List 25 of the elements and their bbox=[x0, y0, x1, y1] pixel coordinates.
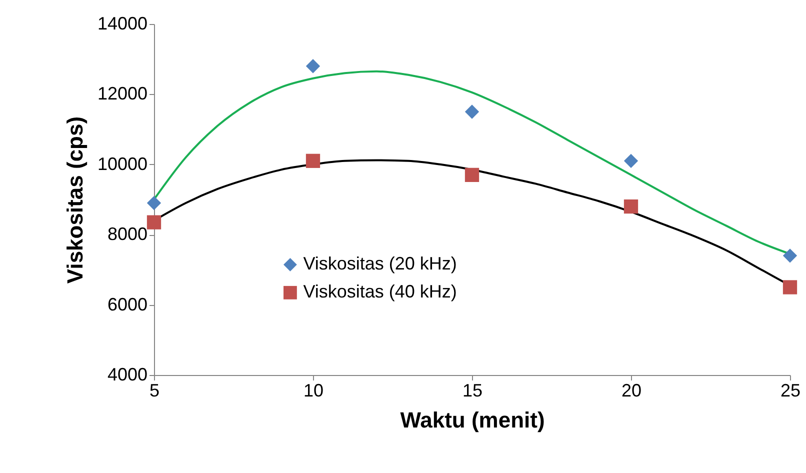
x-tick-label: 10 bbox=[303, 380, 324, 400]
x-tick-label: 15 bbox=[462, 380, 483, 400]
y-tick-label: 14000 bbox=[97, 14, 148, 34]
point bbox=[306, 59, 320, 74]
point bbox=[464, 104, 480, 119]
point bbox=[782, 280, 798, 294]
point bbox=[624, 199, 638, 214]
legend-label: Viskositas (40 kHz) bbox=[303, 282, 457, 302]
y-tick-label: 10000 bbox=[97, 154, 148, 174]
x-tick-label: 25 bbox=[780, 380, 801, 400]
point bbox=[146, 215, 162, 230]
y-tick-label: 8000 bbox=[107, 224, 148, 244]
x-tick-label: 5 bbox=[149, 380, 160, 400]
y-tick-label: 4000 bbox=[107, 364, 148, 384]
y-axis-title: Viskositas (cps) bbox=[62, 116, 88, 284]
point bbox=[306, 154, 320, 168]
y-tick-label: 12000 bbox=[97, 84, 148, 104]
y-tick-label: 6000 bbox=[107, 294, 148, 314]
point bbox=[146, 196, 162, 210]
x-tick-label: 20 bbox=[621, 380, 642, 400]
point bbox=[782, 248, 798, 263]
point bbox=[624, 154, 638, 168]
point bbox=[464, 168, 480, 182]
x-axis-title: Waktu (menit) bbox=[400, 408, 545, 432]
legend-label: Viskositas (20 kHz) bbox=[303, 254, 457, 274]
